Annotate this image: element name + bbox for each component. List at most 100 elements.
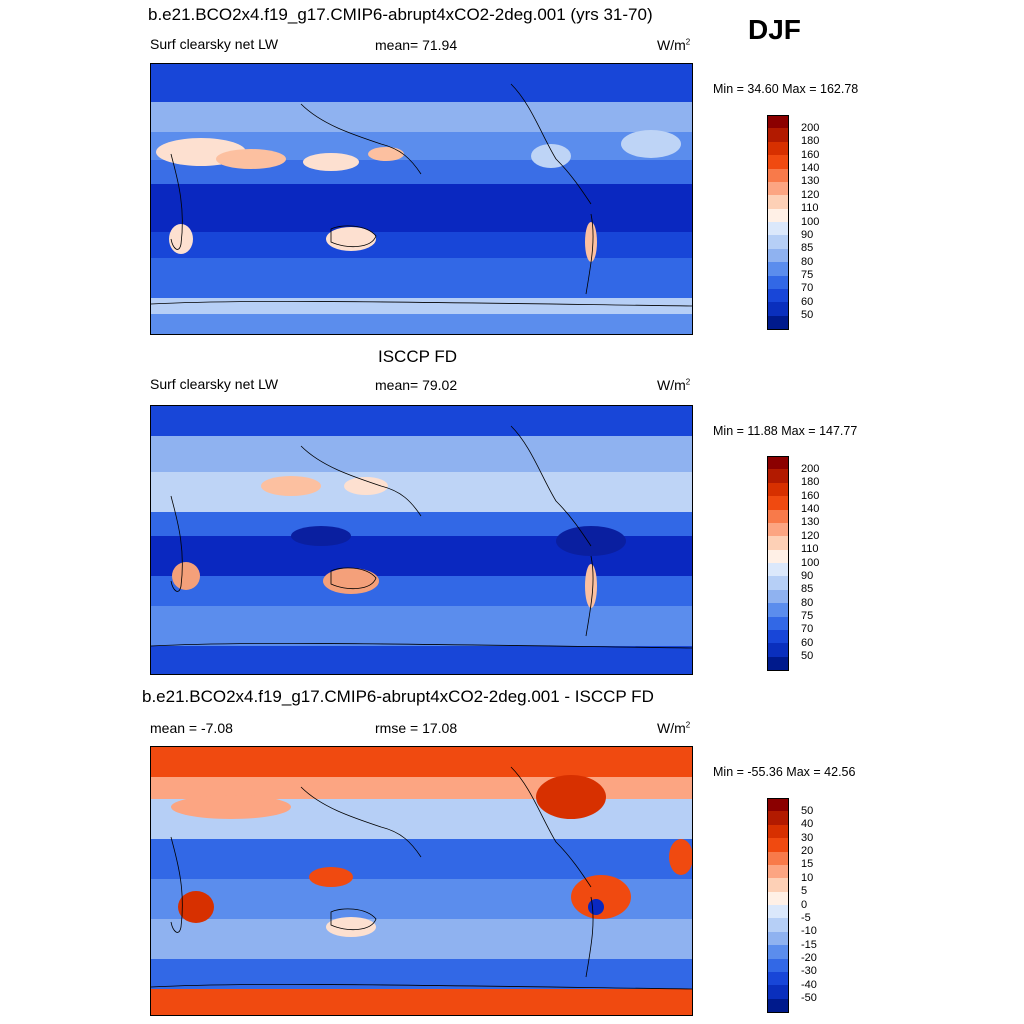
colorbar-tick-label: 75 (801, 269, 814, 281)
colorbar-swatch (767, 656, 789, 671)
colorbar-swatch (767, 798, 789, 812)
colorbar-swatch (767, 878, 789, 893)
colorbar-swatch (767, 958, 789, 973)
colorbar-swatch (767, 195, 789, 210)
colorbar-tick-label: 50 (801, 650, 814, 663)
colorbar-tick-label: 160 (801, 489, 820, 502)
colorbar-swatch (767, 456, 789, 470)
colorbar-tick-label: 200 (801, 121, 820, 134)
panel-1-units: W/m2 (657, 37, 691, 53)
colorbar-swatch (767, 469, 789, 484)
colorbar-swatch (767, 315, 789, 330)
colorbar-tick-label: 110 (801, 202, 819, 215)
colorbar-swatch (767, 851, 789, 866)
colorbar-tick-label: 90 (801, 569, 814, 582)
colorbar-tick-label: 200 (801, 462, 820, 475)
colorbar-swatch (767, 168, 789, 183)
panel-1-title: b.e21.BCO2x4.f19_g17.CMIP6-abrupt4xCO2-2… (148, 5, 653, 24)
panel-3-map (150, 746, 693, 1016)
panel-2-variable-label: Surf clearsky net LW (150, 376, 279, 392)
colorbar-swatch (767, 288, 789, 303)
panel-3-minmax: Min = -55.36 Max = 42.56 (713, 765, 856, 779)
colorbar-swatch (767, 838, 789, 852)
colorbar-tick-label: 85 (801, 242, 814, 255)
colorbar-tick-label: 5 (801, 885, 808, 898)
colorbar-tick-label: 80 (801, 255, 814, 268)
colorbar-tick-label: 140 (801, 503, 820, 515)
panel-2-map-svg (151, 406, 692, 674)
colorbar-tick-label: 160 (801, 148, 820, 161)
colorbar-tick-label: 50 (801, 804, 814, 817)
colorbar-tick-label: 50 (801, 309, 814, 322)
panel-2-map (150, 405, 693, 675)
colorbar-swatch (767, 824, 789, 839)
colorbar-swatch (767, 643, 789, 658)
colorbar-tick-label: 110 (801, 543, 819, 556)
colorbar-tick-label: 130 (801, 175, 820, 188)
colorbar-tick-label: 80 (801, 596, 814, 609)
colorbar-tick-label: 10 (801, 871, 814, 884)
colorbar-tick-label: -10 (801, 925, 817, 938)
colorbar-swatch (767, 931, 789, 946)
panel-3-mean-label: mean = -7.08 (150, 720, 233, 736)
panel-1-map (150, 63, 693, 335)
colorbar-swatch (767, 482, 789, 497)
colorbar-swatch (767, 971, 789, 986)
colorbar-tick-label: 70 (801, 282, 814, 295)
colorbar-tick-label: 120 (801, 529, 820, 542)
colorbar-tick-label: -30 (801, 965, 817, 978)
colorbar-tick-label: 180 (801, 135, 820, 148)
panel-3-rmse-label: rmse = 17.08 (375, 720, 458, 736)
colorbar-tick-label: 85 (801, 583, 814, 596)
colorbar-tick-label: 180 (801, 476, 820, 489)
colorbar-swatch (767, 128, 789, 143)
colorbar-tick-label: 120 (801, 188, 820, 201)
colorbar-swatch (767, 115, 789, 129)
panel-1-map-svg (151, 64, 692, 334)
panel-3-map-svg (151, 747, 692, 1015)
colorbar-tick-label: 90 (801, 228, 814, 241)
colorbar-swatch (767, 549, 789, 564)
colorbar-swatch (767, 998, 789, 1013)
colorbar-swatch (767, 811, 789, 826)
colorbar-swatch (767, 248, 789, 263)
panel-3-units: W/m2 (657, 720, 691, 736)
colorbar-swatch (767, 616, 789, 631)
colorbar-swatch (767, 262, 789, 276)
colorbar-tick-label: -20 (801, 952, 817, 964)
panel-3-colorbar: 50 40 30 20 15 10 5 0 -5 -10 -15 -20 -30 -40 -50 (767, 798, 847, 1013)
colorbar-tick-label: 60 (801, 295, 814, 308)
panel-1-colorbar: 200 180 160 140 130 120 110 100 90 85 80 75 70 60 50 (767, 115, 847, 330)
colorbar-tick-label: 75 (801, 610, 814, 622)
colorbar-swatch (767, 985, 789, 1000)
panel-2-title: ISCCP FD (378, 347, 458, 366)
colorbar-tick-label: -5 (801, 911, 811, 924)
colorbar-swatch (767, 629, 789, 644)
colorbar-tick-label: -15 (801, 938, 817, 951)
colorbar-swatch (767, 945, 789, 959)
colorbar-tick-label: 70 (801, 623, 814, 636)
colorbar-swatch (767, 563, 789, 577)
colorbar-swatch (767, 302, 789, 317)
colorbar-swatch (767, 155, 789, 169)
colorbar-swatch (767, 589, 789, 604)
panel-2-minmax: Min = 11.88 Max = 147.77 (713, 424, 858, 438)
panel-1-variable-label: Surf clearsky net LW (150, 36, 279, 52)
colorbar-tick-label: 140 (801, 162, 820, 174)
colorbar-tick-label: 100 (801, 215, 820, 228)
colorbar-swatch (767, 522, 789, 537)
colorbar-swatch (767, 603, 789, 617)
panel-2-colorbar: 200 180 160 140 130 120 110 100 90 85 80 75 70 60 50 (767, 456, 847, 671)
colorbar-swatch (767, 141, 789, 156)
colorbar-tick-label: 40 (801, 818, 814, 831)
colorbar-tick-label: 30 (801, 831, 814, 844)
colorbar-swatch (767, 222, 789, 236)
colorbar-swatch (767, 496, 789, 510)
colorbar-swatch (767, 509, 789, 524)
colorbar-tick-label: 100 (801, 556, 820, 569)
colorbar-swatch (767, 576, 789, 591)
panel-3-title: b.e21.BCO2x4.f19_g17.CMIP6-abrupt4xCO2-2… (142, 687, 654, 706)
colorbar-tick-label: 130 (801, 516, 820, 529)
colorbar-swatch (767, 208, 789, 223)
colorbar-swatch (767, 181, 789, 196)
